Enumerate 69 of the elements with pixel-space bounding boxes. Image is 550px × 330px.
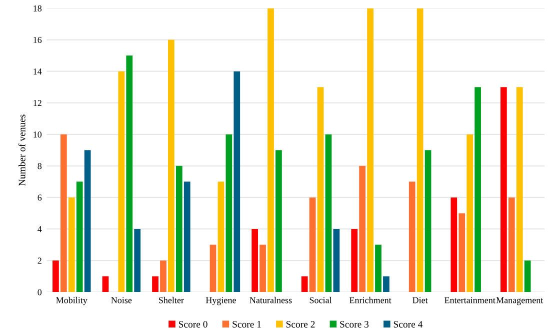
bar [450,197,458,292]
bar [160,260,166,292]
bar [168,40,174,292]
bar [458,213,466,292]
bar [152,276,158,292]
bar [309,197,316,292]
bar [524,260,531,292]
legend-label: Score 1 [232,321,261,328]
y-tick-label: 18 [34,5,42,12]
bar [260,244,266,292]
bar [508,197,515,292]
x-tick-label: Diet [412,297,428,304]
bar [76,182,83,292]
bar [84,150,91,292]
y-tick-label: 0 [38,289,42,296]
bar [351,228,358,292]
y-tick-label: 2 [38,258,42,264]
bar [474,87,481,292]
bar [234,71,240,292]
y-tick-label: 4 [38,226,42,232]
bar [134,228,141,292]
y-tick-label: 16 [34,36,42,44]
legend-label: Score 0 [178,321,208,328]
bar [252,228,258,292]
x-tick-label: Noise [111,297,132,304]
y-tick-label: 12 [34,100,42,106]
bar [416,8,424,292]
bar [118,71,125,292]
legend-label: Score 4 [394,321,423,328]
bar [516,87,523,292]
bar [375,244,382,292]
bar [226,134,232,292]
legend-label: Score 2 [286,321,315,328]
legend-label: Score 3 [340,321,369,328]
bar [68,197,75,292]
bar [301,276,308,292]
y-tick-label: 8 [38,163,42,170]
bar [317,87,324,292]
bar [383,276,390,292]
bar [500,87,507,292]
bar [60,134,67,292]
x-tick-label: Shelter [159,296,184,304]
bar [176,166,182,292]
bar [210,244,216,292]
bar [184,182,190,292]
bar [333,228,340,292]
x-tick-label: Social [310,296,332,304]
y-tick-label: 10 [34,132,42,138]
bar [218,182,224,292]
bar [359,166,366,292]
x-tick-label: Hygiene [206,297,236,306]
bar [52,260,59,292]
x-tick-label: Entertainment [444,297,496,304]
bar [102,276,109,292]
y-tick-label: 14 [34,68,42,74]
bar [424,150,432,292]
bar [268,8,274,292]
y-axis-title: Number of venues [18,114,26,186]
bar [466,134,474,292]
x-tick-label: Naturalness [250,296,292,304]
bar [126,56,133,292]
x-tick-label: Enrichment [349,296,392,304]
bar [367,8,374,292]
bar [408,182,416,292]
bar [276,150,282,292]
x-tick-label: Mobility [56,296,88,306]
bar [325,134,332,292]
y-tick-label: 6 [38,194,42,201]
x-tick-label: Management [496,297,544,306]
